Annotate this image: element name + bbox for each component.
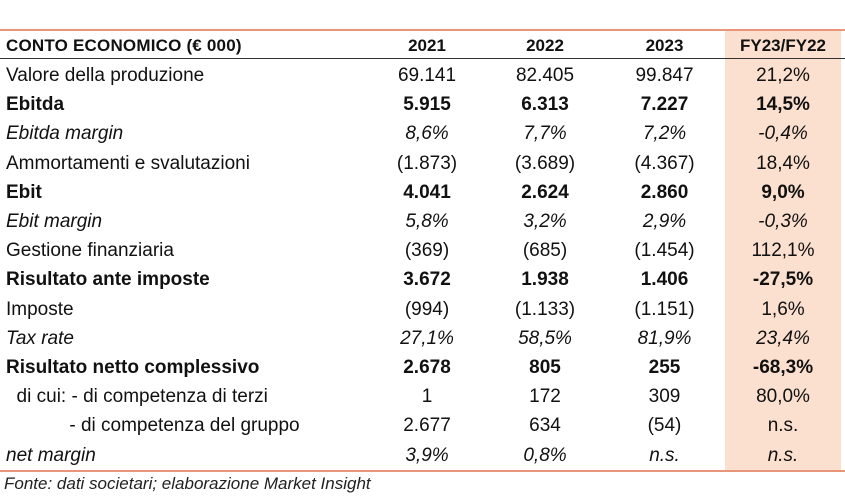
- row-value-col-4: 14,5%: [756, 94, 810, 116]
- table-row: Ammortamenti e svalutazioni (1.873) (3.689…: [0, 149, 845, 178]
- row-value-col-3: 2,9%: [642, 211, 687, 232]
- row-value-col-4: -68,3%: [752, 357, 814, 378]
- row-value-col-3: (1.454): [634, 240, 695, 262]
- row-value-col-2: 6.313: [521, 94, 569, 116]
- header-col-2022: 2022: [526, 36, 564, 55]
- table-row: net margin 3,9% 0,8% n.s. n.s.: [0, 441, 845, 470]
- row-value-col-2: 172: [529, 386, 561, 408]
- header-col-fy23-fy22: FY23/FY22: [740, 36, 826, 55]
- table-top-rule: [0, 29, 845, 31]
- row-label: Risultato netto complessivo: [6, 357, 260, 378]
- row-value-col-1: 3.672: [403, 269, 451, 291]
- row-value-col-4: 1,6%: [761, 298, 805, 320]
- table-row: Ebit margin 5,8% 3,2% 2,9% -0,3%: [0, 207, 845, 236]
- row-value-col-2: 58,5%: [518, 327, 572, 349]
- row-value-col-2: 1.938: [521, 269, 569, 291]
- row-value-col-3: 7,2%: [642, 123, 687, 145]
- row-value-col-3: n.s.: [649, 444, 680, 466]
- row-value-col-4: -0,4%: [758, 123, 808, 145]
- row-value-col-1: 2.677: [403, 415, 451, 437]
- row-value-col-3: 309: [648, 386, 681, 408]
- row-value-col-3: 1.406: [640, 269, 689, 291]
- row-value-col-2: 82.405: [515, 65, 575, 86]
- row-value-col-1: 2.678: [403, 357, 451, 378]
- row-value-col-1: (369): [404, 240, 450, 262]
- row-value-col-4: 9,0%: [761, 181, 805, 203]
- row-value-col-2: (1.133): [514, 298, 576, 320]
- table-row: - di competenza del gruppo 2.677 634 (54) n.…: [0, 411, 845, 440]
- table-row: di cui: - di competenza di terzi 1 172 309 8…: [0, 382, 845, 411]
- table-row: Ebitda margin 8,6% 7,7% 7,2% -0,4%: [0, 119, 845, 148]
- row-label: net margin: [6, 444, 96, 466]
- row-label: - di competenza del gruppo: [6, 415, 300, 437]
- table-row: Gestione finanziaria (369) (685) (1.454) 112…: [0, 236, 845, 265]
- row-value-col-4: 112,1%: [751, 240, 815, 262]
- row-value-col-4: 23,4%: [756, 327, 810, 349]
- row-value-col-3: 2.860: [640, 181, 689, 203]
- header-col-2021: 2021: [408, 36, 446, 55]
- header-col-2023: 2023: [645, 36, 684, 55]
- table-bottom-rule: [0, 470, 845, 472]
- row-value-col-1: 4.041: [403, 181, 451, 203]
- table-row: Risultato netto complessivo 2.678 805 255 -6…: [0, 353, 845, 382]
- row-label: Ebit: [6, 181, 42, 203]
- row-label: Gestione finanziaria: [6, 240, 174, 262]
- table-row: Imposte (994) (1.133) (1.151) 1,6%: [0, 295, 845, 324]
- row-value-col-2: 0,8%: [523, 444, 567, 466]
- row-label: di cui: - di competenza di terzi: [6, 386, 268, 408]
- row-value-col-3: (54): [647, 415, 682, 437]
- row-value-col-2: 2.624: [521, 181, 569, 203]
- row-value-col-4: 80,0%: [756, 386, 810, 408]
- table-header-row: CONTO ECONOMICO (€ 000) 2021 2022 2023 F…: [0, 31, 845, 60]
- row-label: Valore della produzione: [6, 65, 205, 86]
- row-label: Tax rate: [6, 327, 74, 349]
- row-value-col-4: 21,2%: [756, 65, 810, 86]
- row-value-col-2: 3,2%: [523, 211, 567, 232]
- highlight-column-fy23-fy22: [725, 31, 841, 470]
- row-value-col-2: (685): [522, 240, 568, 262]
- row-value-col-2: 7,7%: [523, 123, 567, 145]
- row-value-col-3: 81,9%: [637, 327, 692, 349]
- row-value-col-4: n.s.: [767, 444, 799, 466]
- header-label: CONTO ECONOMICO (€ 000): [6, 36, 242, 55]
- row-value-col-3: 99.847: [635, 65, 694, 86]
- row-value-col-3: (4.367): [634, 152, 695, 174]
- row-value-col-1: 69.141: [397, 65, 457, 86]
- table-row: Valore della produzione 69.141 82.405 99.84…: [0, 61, 845, 90]
- row-value-col-4: n.s.: [767, 415, 799, 437]
- row-value-col-3: 255: [648, 357, 681, 378]
- row-value-col-2: (3.689): [514, 152, 576, 174]
- header-divider: [0, 58, 845, 59]
- source-footnote: Fonte: dati societari; elaborazione Mark…: [4, 474, 371, 493]
- row-label: Ebitda: [6, 94, 65, 116]
- row-value-col-2: 805: [529, 357, 561, 378]
- table-row: Tax rate 27,1% 58,5% 81,9% 23,4%: [0, 324, 845, 353]
- row-value-col-3: 7.227: [640, 94, 689, 116]
- row-label: Ammortamenti e svalutazioni: [6, 152, 250, 174]
- table-row: Risultato ante imposte 3.672 1.938 1.406 -27…: [0, 265, 845, 294]
- row-label: Risultato ante imposte: [6, 269, 210, 291]
- row-value-col-1: 1: [421, 386, 433, 408]
- row-value-col-1: 27,1%: [400, 327, 454, 349]
- row-value-col-1: 5,8%: [405, 211, 449, 232]
- row-value-col-1: 8,6%: [405, 123, 449, 145]
- row-label: Ebit margin: [6, 211, 103, 232]
- row-label: Imposte: [6, 298, 74, 320]
- row-value-col-4: 18,4%: [756, 152, 810, 174]
- row-value-col-1: 5.915: [403, 94, 451, 116]
- row-value-col-3: (1.151): [634, 298, 695, 320]
- row-value-col-1: 3,9%: [405, 444, 449, 466]
- table-row: Ebitda 5.915 6.313 7.227 14,5%: [0, 90, 845, 119]
- row-value-col-1: (994): [404, 298, 450, 320]
- table-row: Ebit 4.041 2.624 2.860 9,0%: [0, 178, 845, 207]
- row-value-col-1: (1.873): [396, 152, 458, 174]
- row-value-col-4: -0,3%: [758, 211, 808, 232]
- row-value-col-2: 634: [529, 415, 561, 437]
- row-label: Ebitda margin: [6, 123, 124, 145]
- row-value-col-4: -27,5%: [752, 269, 814, 291]
